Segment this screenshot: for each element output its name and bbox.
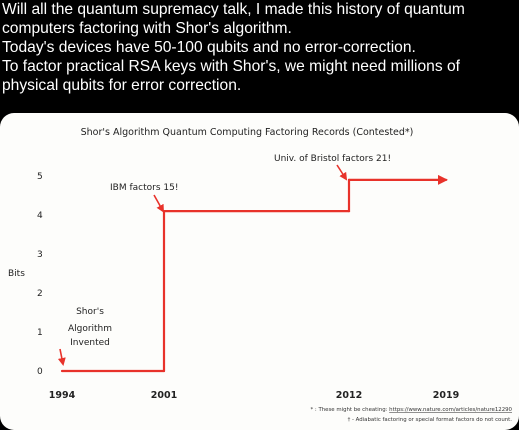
x-tick-label: 2019 — [433, 390, 459, 401]
post-line-1: Will all the quantum supremacy talk, I m… — [2, 1, 465, 37]
footnote-2: † - Adiabatic factoring or special forma… — [348, 417, 513, 423]
annotation-shor-line-2: Algorithm — [68, 324, 112, 334]
annotation-shor-line-1: Shor's — [76, 307, 104, 317]
post-line-2: Today's devices have 50-100 qubits and n… — [2, 39, 416, 56]
annotation-shor: Shor's Algorithm Invented — [57, 307, 112, 366]
footnote-1-prefix: * : These might be cheating: — [311, 407, 390, 413]
factoring-records-chart: Shor's Algorithm Quantum Computing Facto… — [8, 127, 513, 423]
annotation-ibm-arrow — [153, 194, 164, 213]
annotation-shor-arrow — [57, 348, 66, 366]
series-point — [163, 210, 165, 212]
y-tick-label: 0 — [37, 367, 43, 377]
series-point — [61, 370, 63, 372]
series-point — [348, 179, 350, 181]
annotation-ibm: IBM factors 15! — [110, 183, 178, 213]
chart-image[interactable]: Shor's Algorithm Quantum Computing Facto… — [0, 113, 519, 430]
annotation-bristol-text: Univ. of Bristol factors 21! — [274, 154, 391, 164]
annotation-bristol: Univ. of Bristol factors 21! — [274, 154, 391, 181]
x-tick-label: 2012 — [336, 390, 362, 401]
series-point — [348, 210, 350, 212]
series-point — [445, 179, 447, 181]
y-tick-label: 2 — [37, 289, 43, 299]
annotation-ibm-text: IBM factors 15! — [110, 183, 178, 193]
footnote-1: * : These might be cheating: https://www… — [311, 407, 513, 413]
chart-title: Shor's Algorithm Quantum Computing Facto… — [81, 127, 414, 138]
annotation-shor-line-3: Invented — [70, 338, 110, 348]
y-tick-label: 5 — [37, 172, 43, 182]
post-text: Will all the quantum supremacy talk, I m… — [2, 0, 517, 95]
x-tick-label: 2001 — [151, 390, 177, 401]
x-ticks: 1994 2001 2012 2019 — [49, 390, 459, 401]
y-tick-label: 3 — [37, 250, 43, 260]
series-point — [163, 370, 165, 372]
annotation-bristol-arrow — [336, 164, 348, 181]
y-tick-label: 4 — [37, 211, 43, 221]
footnote-1-link[interactable]: https://www.nature.com/articles/nature12… — [389, 407, 512, 413]
y-tick-label: 1 — [37, 328, 43, 338]
y-axis-label: Bits — [8, 269, 25, 279]
series-group — [60, 174, 448, 373]
y-ticks: 0 1 2 3 4 5 — [37, 172, 43, 377]
post-line-3: To factor practical RSA keys with Shor's… — [2, 58, 460, 94]
x-tick-label: 1994 — [49, 390, 76, 401]
